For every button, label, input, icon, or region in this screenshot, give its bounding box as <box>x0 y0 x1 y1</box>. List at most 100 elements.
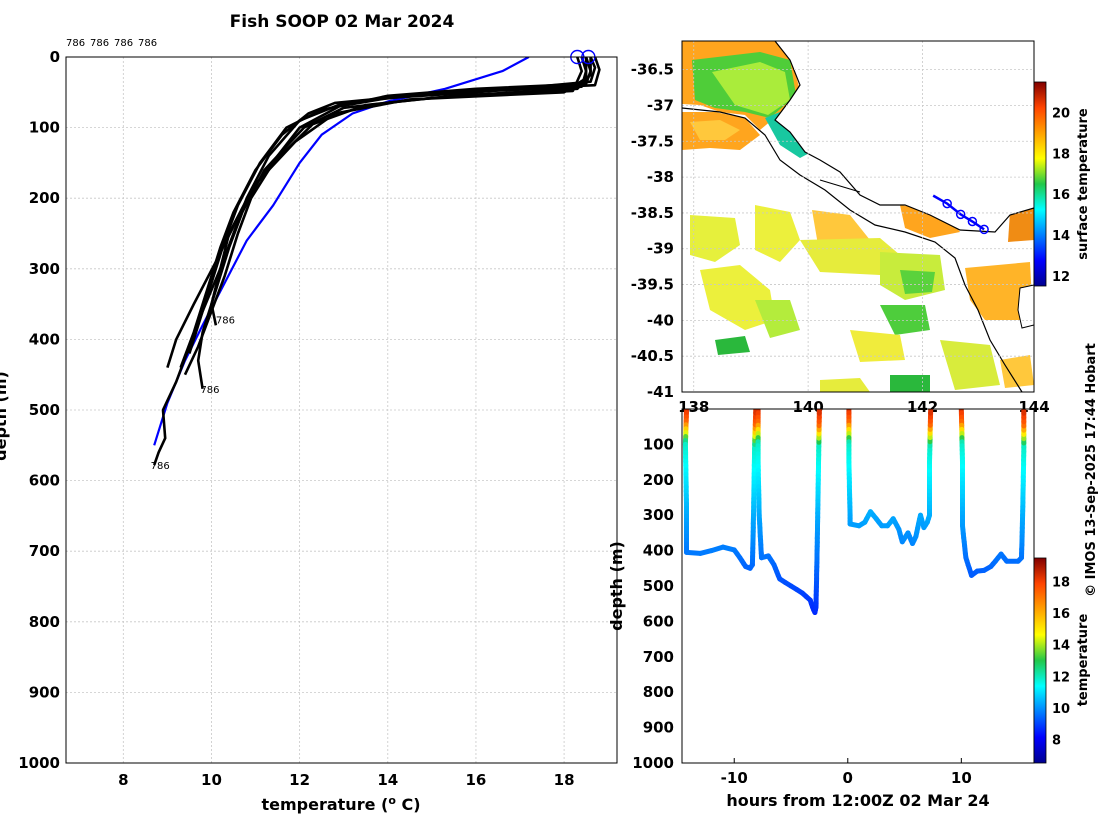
y-tick-label: 900 <box>29 683 60 701</box>
drop-trace <box>755 409 822 615</box>
temperature-colorbar <box>1033 557 1047 764</box>
land <box>775 41 1034 232</box>
time-y-tick-label: 100 <box>643 435 674 453</box>
drop-trace <box>846 409 934 546</box>
sst-patch <box>890 375 930 392</box>
map-lat-label: -37 <box>647 96 674 114</box>
sst-patch <box>820 378 870 392</box>
map-lat-label: -36.5 <box>631 61 674 79</box>
sst-colorbar-tick: 14 <box>1052 229 1070 244</box>
profile-annotation: 786 <box>200 385 219 396</box>
y-tick-label: 100 <box>29 119 60 137</box>
drop-location <box>955 209 966 220</box>
y-tick-label: 500 <box>29 401 60 419</box>
sst-patch <box>850 330 905 362</box>
time-y-tick-label: 400 <box>643 542 674 560</box>
y-tick-label: 700 <box>29 542 60 560</box>
drop-location <box>967 216 978 227</box>
temperature-colorbar-tick: 16 <box>1052 607 1070 622</box>
sst-patch <box>700 265 775 330</box>
time-y-tick-label: 900 <box>643 719 674 737</box>
profile-plot-frame <box>65 56 618 764</box>
temperature-colorbar-tick: 8 <box>1052 733 1061 748</box>
time-x-tick-label: 10 <box>951 769 972 787</box>
sst-patch <box>940 340 1000 390</box>
sst-patch <box>900 270 935 294</box>
drop-trace <box>682 409 759 571</box>
imos-credit: © IMOS 13-Sep-2025 17:44 Hobart <box>1084 343 1099 597</box>
profile-line-profile-6 <box>166 57 588 368</box>
x-tick-label: 18 <box>554 771 575 789</box>
time-x-tick-label: 0 <box>843 769 853 787</box>
time-y-tick-label: 800 <box>643 683 674 701</box>
profile-line-profile-1 <box>188 57 592 354</box>
drop-location <box>979 224 989 235</box>
sst-patch <box>1000 355 1034 388</box>
temperature-colorbar-tick: 10 <box>1052 702 1070 717</box>
time-x-axis-label: hours from 12:00Z 02 Mar 24 <box>726 791 989 810</box>
sst-patch <box>800 238 900 275</box>
temperature-colorbar-tick: 18 <box>1052 576 1070 591</box>
profile-tags: 786 786 786 786 <box>66 38 157 49</box>
x-tick-label: 8 <box>118 771 128 789</box>
map-lon-label: 142 <box>907 398 938 416</box>
time-y-tick-label: 600 <box>643 612 674 630</box>
time-x-tick-label: -10 <box>721 769 748 787</box>
drop-trace <box>958 409 1027 578</box>
x-tick-label: 16 <box>466 771 487 789</box>
time-y-axis-label: depth (m) <box>607 541 626 631</box>
y-tick-label: 1000 <box>18 754 60 772</box>
y-tick-label: 600 <box>29 472 60 490</box>
sst-colorbar-tick: 18 <box>1052 147 1070 162</box>
x-tick-label: 12 <box>289 771 310 789</box>
map-lat-label: -41 <box>647 383 674 401</box>
depth-time-series: 100 200 300 400 500 600 700 800 900 1000 -10 0 10 ho… <box>607 408 1091 810</box>
sst-patch <box>1008 208 1034 242</box>
profile-y-axis-label: depth (m) <box>0 371 10 461</box>
temperature-colorbar-tick: 12 <box>1052 670 1070 685</box>
sst-patch <box>755 300 800 338</box>
profile-annotation: 786 <box>216 316 235 327</box>
sst-colorbar-tick: 16 <box>1052 188 1070 203</box>
temperature-colorbar-tick: 14 <box>1052 639 1070 654</box>
profile-tag: 786 <box>66 38 85 49</box>
x-tick-label: 14 <box>377 771 398 789</box>
profile-chart: 8 10 12 14 16 18 0 100 200 300 400 500 600 700 800 900 1… <box>0 38 618 815</box>
y-tick-label: 0 <box>50 48 60 66</box>
sst-patch <box>880 305 930 335</box>
time-y-tick-label: 300 <box>643 506 674 524</box>
map-lat-label: -39 <box>647 240 674 258</box>
sst-patch <box>690 215 740 262</box>
sst-colorbar-tick: 20 <box>1052 107 1070 122</box>
sst-colorbar-tick: 12 <box>1052 270 1070 285</box>
sst-patch <box>715 336 750 355</box>
map-lat-label: -38.5 <box>631 204 674 222</box>
time-y-tick-label: 200 <box>643 471 674 489</box>
inlet <box>819 179 861 193</box>
map-lat-label: -37.5 <box>631 132 674 150</box>
figure-title: Fish SOOP 02 Mar 2024 <box>230 12 455 32</box>
y-tick-label: 300 <box>29 260 60 278</box>
sst-patch <box>690 120 740 140</box>
profile-tag: 786 <box>114 38 133 49</box>
map-lat-label: -40.5 <box>631 347 674 365</box>
coastline <box>774 41 1034 233</box>
profile-tag: 786 <box>90 38 109 49</box>
time-y-tick-label: 500 <box>643 577 674 595</box>
sst-patch <box>755 205 800 262</box>
profile-line-profile-5 <box>196 57 583 390</box>
map-lon-label: 140 <box>792 398 823 416</box>
sst-patch <box>712 62 790 115</box>
profile-x-axis-label: temperature (o C) <box>261 794 420 815</box>
profile-line-profile-7 <box>210 57 601 326</box>
temperature-colorbar-label: temperature <box>1076 614 1091 707</box>
sst-colorbar <box>1033 81 1047 287</box>
map-lat-label: -38 <box>647 168 674 186</box>
island <box>1017 284 1034 329</box>
sst-patch <box>965 262 1033 320</box>
map-lat-label: -40 <box>647 311 674 329</box>
time-y-tick-label: 700 <box>643 648 674 666</box>
drop-location <box>942 198 952 209</box>
map-lat-label: -39.5 <box>631 276 674 294</box>
